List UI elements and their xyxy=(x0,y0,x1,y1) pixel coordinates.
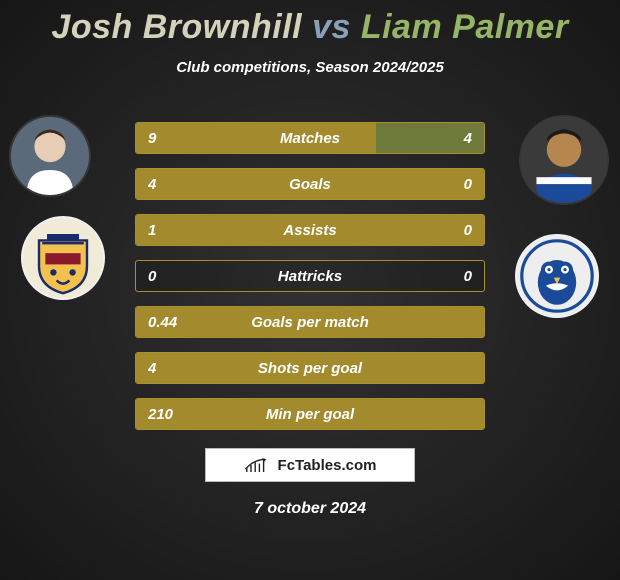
fctables-logo-text: FcTables.com xyxy=(278,457,377,474)
player1-avatar xyxy=(9,115,91,197)
stat-value-right: 0 xyxy=(452,169,484,200)
stat-value-left: 210 xyxy=(136,399,185,430)
stat-row-gpm: 0.44 Goals per match xyxy=(135,306,485,338)
player2-name: Liam Palmer xyxy=(361,8,569,46)
fctables-logo-icon xyxy=(244,455,272,475)
bar-fill-left xyxy=(136,215,484,245)
stat-row-mpg: 210 Min per goal xyxy=(135,398,485,430)
stat-value-left: 0.44 xyxy=(136,307,189,338)
stat-row-spg: 4 Shots per goal xyxy=(135,352,485,384)
stat-value-right: 0 xyxy=(452,215,484,246)
stat-value-left: 4 xyxy=(136,353,168,384)
stat-value-right: 0 xyxy=(452,261,484,292)
stat-row-goals: 4 Goals 0 xyxy=(135,168,485,200)
stat-row-hattricks: 0 Hattricks 0 xyxy=(135,260,485,292)
bar-fill-left xyxy=(136,123,376,153)
bar-fill-left xyxy=(136,353,484,383)
date-text: 7 october 2024 xyxy=(0,500,620,518)
stats-container: 9 Matches 4 4 Goals 0 1 Assists 0 0 Hatt… xyxy=(135,122,485,444)
stat-value-left: 1 xyxy=(136,215,168,246)
page-title: Josh Brownhill vs Liam Palmer xyxy=(0,0,620,47)
stat-value-left: 0 xyxy=(136,261,168,292)
player2-crest xyxy=(515,234,599,318)
bar-fill-left xyxy=(136,169,484,199)
stat-value-left: 9 xyxy=(136,123,168,154)
stat-row-matches: 9 Matches 4 xyxy=(135,122,485,154)
fctables-logo: FcTables.com xyxy=(205,448,415,482)
subtitle: Club competitions, Season 2024/2025 xyxy=(0,59,620,76)
player2-avatar xyxy=(519,115,609,205)
stat-value-left: 4 xyxy=(136,169,168,200)
player1-crest xyxy=(21,216,105,300)
stat-row-assists: 1 Assists 0 xyxy=(135,214,485,246)
bar-fill-left xyxy=(136,399,484,429)
stat-value-right: 4 xyxy=(452,123,484,154)
player1-name: Josh Brownhill xyxy=(51,8,302,46)
stat-label: Hattricks xyxy=(136,261,484,291)
vs-text: vs xyxy=(312,8,351,46)
